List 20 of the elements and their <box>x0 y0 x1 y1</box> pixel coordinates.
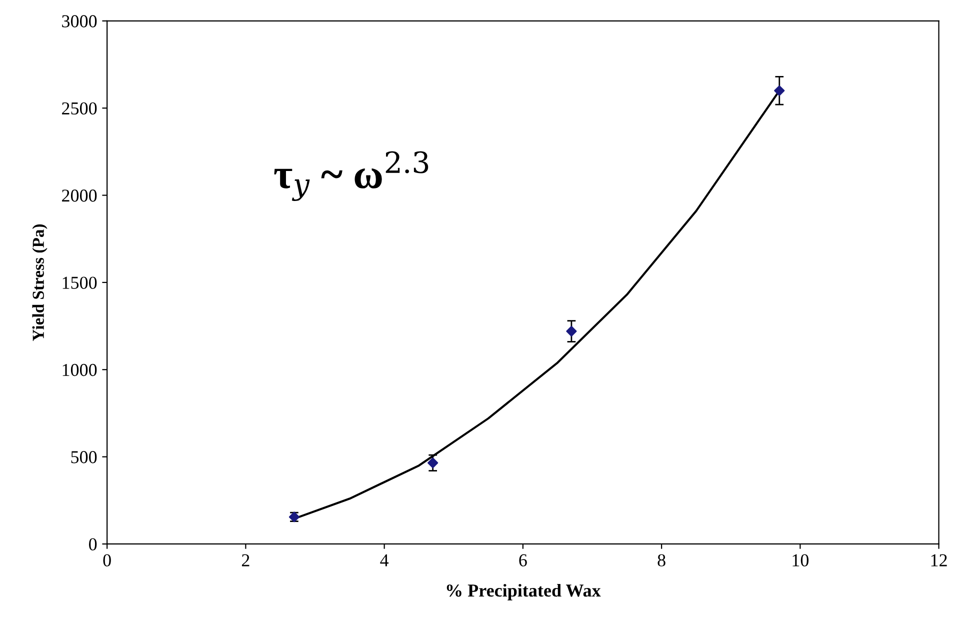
y-tick-label: 1000 <box>62 364 97 376</box>
y-tick-label: 500 <box>71 451 97 464</box>
x-tick-label: 0 <box>103 554 111 566</box>
x-tick-label: 2 <box>242 554 250 566</box>
x-tick-label: 10 <box>792 554 809 566</box>
y-tick-label: 0 <box>89 538 97 550</box>
annotation: τ$_{y}$ ~ ω$^{2.3}$ <box>274 151 428 201</box>
point <box>428 458 438 468</box>
x-tick-label: 8 <box>658 554 666 566</box>
y-tick-label: 2500 <box>62 102 97 115</box>
y-tick-label: 3000 <box>62 15 97 28</box>
x-tick-label: 6 <box>519 554 527 566</box>
x-axis-title: % Precipitated Wax <box>446 584 601 600</box>
y-tick-label: 1500 <box>62 276 97 289</box>
point <box>774 85 785 96</box>
y-axis-title: Yield Stress (Pa) <box>32 224 48 341</box>
x-tick-label: 4 <box>380 554 389 566</box>
y-tick-label: 2000 <box>62 190 97 202</box>
x-tick-label: 12 <box>931 554 947 566</box>
point <box>566 326 577 337</box>
